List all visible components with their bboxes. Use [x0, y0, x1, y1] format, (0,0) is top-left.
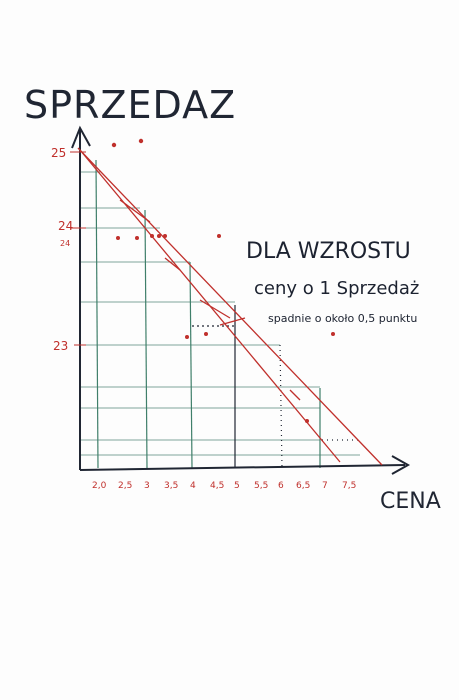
note-line-1: DLA WZROSTU: [246, 239, 411, 264]
x-tick-label: 3: [144, 481, 150, 491]
x-tick-label: 2,0: [92, 481, 107, 491]
x-tick-label: 7: [322, 481, 328, 491]
x-ticks: 2,0 2,5 3 3,5 4 4,5 5 5,5 6 6,5 7 7,5: [92, 481, 356, 491]
grid: [80, 171, 360, 456]
x-tick-label: 7,5: [342, 481, 356, 491]
y-ticks: 25 24 24 23: [51, 146, 86, 353]
y-tick-label: 25: [51, 146, 66, 160]
note-line-3: spadnie o około 0,5 punktu: [268, 312, 417, 325]
x-tick-label: 6: [278, 481, 284, 491]
x-tick-label: 4,5: [210, 481, 224, 491]
note-line-2: ceny o 1 Sprzedaż: [254, 278, 419, 299]
y-tick-label: 24: [60, 239, 70, 248]
x-tick-label: 4: [190, 481, 196, 491]
x-tick-label: 5,5: [254, 481, 268, 491]
data-dots: [111, 138, 335, 423]
x-tick-label: 2,5: [118, 481, 132, 491]
trend-lines: [77, 147, 383, 466]
axes: [71, 125, 411, 475]
x-axis-title: CENA: [380, 489, 441, 514]
annotation-note: DLA WZROSTU ceny o 1 Sprzedaż spadnie o …: [246, 239, 419, 325]
x-tick-label: 6,5: [296, 481, 310, 491]
x-tick-label: 5: [234, 481, 240, 491]
y-tick-label: 24: [58, 219, 73, 233]
y-tick-label: 23: [53, 339, 68, 353]
x-tick-label: 3,5: [164, 481, 178, 491]
y-axis-title: SPRZEDAZ: [24, 83, 236, 127]
vertical-lines: [95, 159, 360, 469]
